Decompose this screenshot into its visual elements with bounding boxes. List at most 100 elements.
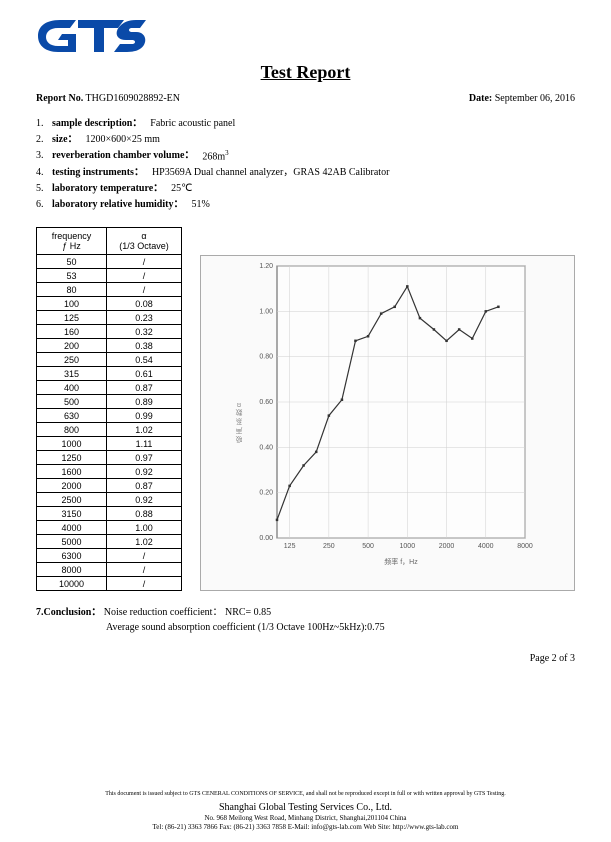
cell-freq: 3150	[37, 507, 107, 521]
footer-company: Shanghai Global Testing Services Co., Lt…	[36, 801, 575, 814]
table-row: 3150.61	[37, 367, 182, 381]
spec-label: reverberation chamber volume：	[52, 148, 194, 165]
cell-freq: 315	[37, 367, 107, 381]
cell-alpha: 1.11	[107, 437, 182, 451]
svg-text:8000: 8000	[517, 543, 533, 550]
cell-alpha: /	[107, 283, 182, 297]
absorption-table: frequency ƒ Hz α (1/3 Octave) 50/53/80/1…	[36, 227, 182, 591]
table-row: 31500.88	[37, 507, 182, 521]
cell-freq: 6300	[37, 549, 107, 563]
cell-alpha: 0.92	[107, 465, 182, 479]
table-row: 53/	[37, 269, 182, 283]
report-date-label: Date:	[469, 93, 492, 104]
spec-value: 51%	[191, 197, 209, 213]
table-row: 8001.02	[37, 423, 182, 437]
cell-alpha: 0.97	[107, 451, 182, 465]
cell-alpha: /	[107, 269, 182, 283]
spec-label: size：	[52, 132, 78, 148]
svg-text:0.20: 0.20	[259, 490, 273, 497]
spec-num: 1.	[36, 116, 52, 132]
svg-text:500: 500	[362, 543, 374, 550]
logo	[36, 20, 575, 54]
specs-list: 1.sample description： Fabric acoustic pan…	[36, 116, 575, 213]
cell-freq: 50	[37, 255, 107, 269]
svg-text:1.20: 1.20	[259, 263, 273, 270]
table-row: 8000/	[37, 563, 182, 577]
cell-alpha: 0.87	[107, 381, 182, 395]
cell-freq: 5000	[37, 535, 107, 549]
cell-freq: 2000	[37, 479, 107, 493]
spec-num: 4.	[36, 165, 52, 181]
page-number: Page 2 of 3	[36, 653, 575, 664]
cell-freq: 160	[37, 325, 107, 339]
spec-value: 25℃	[171, 181, 192, 197]
svg-text:0.60: 0.60	[259, 399, 273, 406]
spec-num: 3.	[36, 148, 52, 165]
cell-alpha: 0.23	[107, 311, 182, 325]
cell-freq: 1600	[37, 465, 107, 479]
svg-text:频率 f，Hz: 频率 f，Hz	[384, 557, 418, 566]
cell-alpha: 0.88	[107, 507, 182, 521]
y-axis-label: 吸 声 系 数 α	[235, 403, 245, 443]
cell-alpha: 0.08	[107, 297, 182, 311]
cell-freq: 1000	[37, 437, 107, 451]
table-row: 6300.99	[37, 409, 182, 423]
conclusion-line-2: Average sound absorption coefficient (1/…	[106, 620, 575, 635]
table-head-freq: frequency ƒ Hz	[37, 228, 107, 255]
spec-label: laboratory relative humidity：	[52, 197, 183, 213]
spec-label: testing instruments：	[52, 165, 144, 181]
table-row: 25000.92	[37, 493, 182, 507]
cell-freq: 800	[37, 423, 107, 437]
spec-num: 2.	[36, 132, 52, 148]
table-row: 10001.11	[37, 437, 182, 451]
cell-freq: 250	[37, 353, 107, 367]
svg-text:4000: 4000	[477, 543, 493, 550]
table-head-alpha: α (1/3 Octave)	[107, 228, 182, 255]
cell-alpha: 0.38	[107, 339, 182, 353]
conclusion: 7.Conclusion： Noise reduction coefficien…	[36, 605, 575, 635]
spec-value: Fabric acoustic panel	[150, 116, 235, 132]
table-row: 12500.97	[37, 451, 182, 465]
report-header-line: Report No. THGD1609028892-EN Date: Septe…	[36, 93, 575, 104]
cell-freq: 200	[37, 339, 107, 353]
cell-alpha: /	[107, 577, 182, 591]
table-row: 80/	[37, 283, 182, 297]
spec-value: 1200×600×25 mm	[86, 132, 160, 148]
table-row: 5000.89	[37, 395, 182, 409]
gts-logo-svg	[36, 20, 146, 54]
spec-value: HP3569A Dual channel analyzer，GRAS 42AB …	[152, 165, 389, 181]
spec-row: 4.testing instruments： HP3569A Dual chann…	[36, 165, 575, 181]
table-row: 50/	[37, 255, 182, 269]
head-alpha-1: α	[141, 231, 146, 241]
cell-alpha: /	[107, 255, 182, 269]
cell-alpha: /	[107, 563, 182, 577]
cell-freq: 8000	[37, 563, 107, 577]
cell-alpha: 1.02	[107, 535, 182, 549]
svg-text:2000: 2000	[438, 543, 454, 550]
table-row: 2500.54	[37, 353, 182, 367]
cell-freq: 125	[37, 311, 107, 325]
conclusion-label: 7.Conclusion：	[36, 607, 101, 618]
table-row: 50001.02	[37, 535, 182, 549]
cell-alpha: 0.92	[107, 493, 182, 507]
cell-freq: 80	[37, 283, 107, 297]
cell-alpha: 1.02	[107, 423, 182, 437]
conclusion-l1-value: NRC= 0.85	[225, 607, 271, 618]
spec-row: 1.sample description： Fabric acoustic pan…	[36, 116, 575, 132]
spec-row: 5.laboratory temperature：25℃	[36, 181, 575, 197]
chart-border: 0.000.200.400.600.801.001.20125250500100…	[200, 255, 575, 591]
cell-alpha: 0.61	[107, 367, 182, 381]
report-no: Report No. THGD1609028892-EN	[36, 93, 180, 104]
chart-container: 0.000.200.400.600.801.001.20125250500100…	[200, 227, 575, 591]
footer: This document is issued subject to GTS C…	[36, 791, 575, 832]
svg-text:0.40: 0.40	[259, 445, 273, 452]
cell-alpha: 0.87	[107, 479, 182, 493]
footer-contact: Tel: (86-21) 3363 7866 Fax: (86-21) 3363…	[36, 823, 575, 832]
footer-address: No. 968 Meilong West Road, Minhang Distr…	[36, 814, 575, 823]
table-row: 2000.38	[37, 339, 182, 353]
report-no-label: Report No.	[36, 93, 83, 104]
cell-freq: 4000	[37, 521, 107, 535]
spec-num: 5.	[36, 181, 52, 197]
spec-label: sample description：	[52, 116, 142, 132]
cell-alpha: 0.32	[107, 325, 182, 339]
